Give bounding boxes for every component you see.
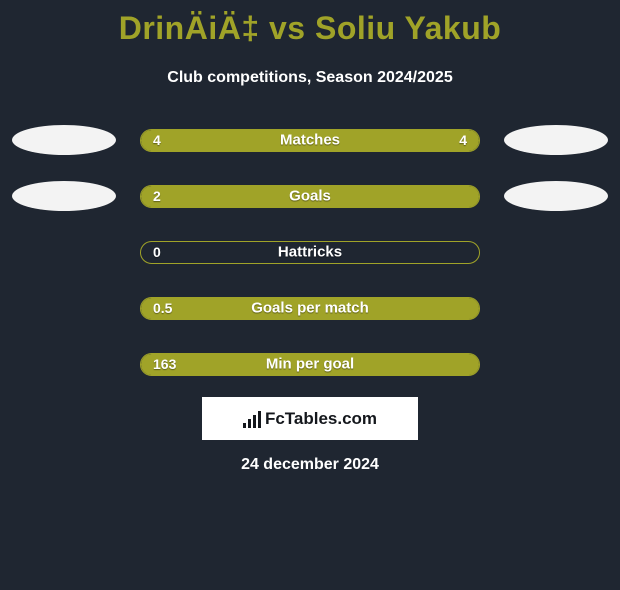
stat-label: Min per goal (266, 356, 354, 373)
stat-value-left: 0 (153, 244, 161, 260)
stat-bar: Goals per match 0.5 (140, 297, 480, 320)
stat-row: Hattricks 0 (0, 237, 620, 267)
stat-bar: Min per goal 163 (140, 353, 480, 376)
date-label: 24 december 2024 (0, 456, 620, 474)
player-left-bubble (12, 181, 116, 211)
stat-value-left: 0.5 (153, 300, 172, 316)
stat-row: Goals per match 0.5 (0, 293, 620, 323)
brand-text: FcTables.com (265, 409, 377, 429)
stat-label: Matches (280, 132, 340, 149)
subtitle: Club competitions, Season 2024/2025 (0, 69, 620, 87)
stat-value-right: 4 (459, 132, 467, 148)
page-title: DrinÄiÄ‡ vs Soliu Yakub (0, 10, 620, 47)
brand-badge: FcTables.com (202, 397, 418, 440)
player-right-bubble (504, 181, 608, 211)
stat-row: Goals 2 (0, 181, 620, 211)
stat-value-left: 2 (153, 188, 161, 204)
comparison-chart: Matches 4 4 Goals 2 Hattricks 0 Goals per match… (0, 125, 620, 379)
stat-bar: Matches 4 4 (140, 129, 480, 152)
stat-row: Matches 4 4 (0, 125, 620, 155)
stat-row: Min per goal 163 (0, 349, 620, 379)
stat-bar: Goals 2 (140, 185, 480, 208)
stat-value-left: 163 (153, 356, 176, 372)
stat-bar: Hattricks 0 (140, 241, 480, 264)
player-left-bubble (12, 125, 116, 155)
stat-value-left: 4 (153, 132, 161, 148)
stat-label: Goals per match (251, 300, 369, 317)
stat-label: Goals (289, 188, 331, 205)
player-right-bubble (504, 125, 608, 155)
stat-label: Hattricks (278, 244, 342, 261)
bar-chart-icon (243, 410, 261, 428)
